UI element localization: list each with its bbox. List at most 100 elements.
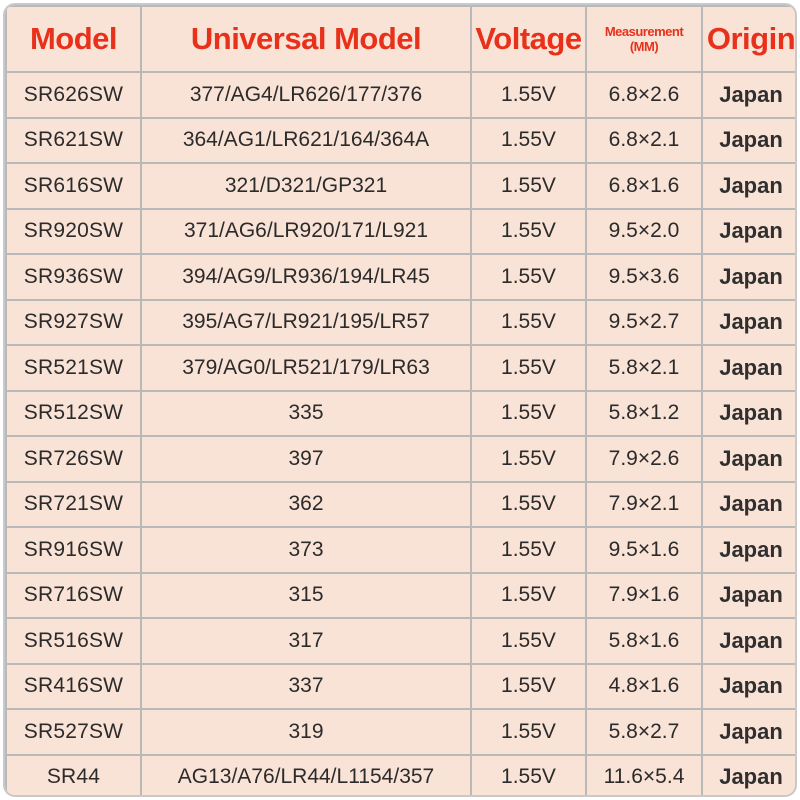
universal-model-cell: 317 xyxy=(140,617,472,665)
universal-model-cell: 395/AG7/LR921/195/LR57 xyxy=(140,298,472,346)
universal-model-cell: AG13/A76/LR44/L1154/357 xyxy=(140,753,472,795)
measurement-cell: 9.5×2.0 xyxy=(585,207,703,255)
measurement-cell: 7.9×2.6 xyxy=(585,435,703,483)
universal-model-cell: 394/AG9/LR936/194/LR45 xyxy=(140,253,472,301)
measurement-cell: 5.8×2.1 xyxy=(585,344,703,392)
model-cell: SR512SW xyxy=(5,389,142,437)
voltage-cell: 1.55V xyxy=(470,389,587,437)
universal-model-cell: 337 xyxy=(140,662,472,710)
table-row: SR527SW 319 1.55V 5.8×2.7 Japan xyxy=(5,708,795,756)
table-row: SR936SW 394/AG9/LR936/194/LR45 1.55V 9.5×3.… xyxy=(5,253,795,301)
voltage-cell: 1.55V xyxy=(470,298,587,346)
table-row: SR927SW 395/AG7/LR921/195/LR57 1.55V 9.5×2.… xyxy=(5,298,795,346)
universal-model-cell: 319 xyxy=(140,708,472,756)
measurement-cell: 7.9×2.1 xyxy=(585,480,703,528)
table-row: SR616SW 321/D321/GP321 1.55V 6.8×1.6 Japan xyxy=(5,162,795,210)
measurement-cell: 4.8×1.6 xyxy=(585,662,703,710)
voltage-cell: 1.55V xyxy=(470,116,587,164)
voltage-cell: 1.55V xyxy=(470,708,587,756)
measurement-cell: 6.8×2.6 xyxy=(585,71,703,119)
model-cell: SR44 xyxy=(5,753,142,795)
universal-model-cell: 377/AG4/LR626/177/376 xyxy=(140,71,472,119)
origin-cell: Japan xyxy=(701,617,795,665)
origin-cell: Japan xyxy=(701,571,795,619)
universal-model-cell: 335 xyxy=(140,389,472,437)
voltage-cell: 1.55V xyxy=(470,71,587,119)
table-row: SR516SW 317 1.55V 5.8×1.6 Japan xyxy=(5,617,795,665)
voltage-cell: 1.55V xyxy=(470,435,587,483)
model-cell: SR527SW xyxy=(5,708,142,756)
universal-model-cell: 321/D321/GP321 xyxy=(140,162,472,210)
voltage-cell: 1.55V xyxy=(470,480,587,528)
model-cell: SR626SW xyxy=(5,71,142,119)
voltage-cell: 1.55V xyxy=(470,344,587,392)
origin-cell: Japan xyxy=(701,662,795,710)
table-row: SR626SW 377/AG4/LR626/177/376 1.55V 6.8×2.6… xyxy=(5,71,795,119)
origin-cell: Japan xyxy=(701,162,795,210)
header-origin: Origin xyxy=(701,5,795,73)
model-cell: SR927SW xyxy=(5,298,142,346)
measurement-cell: 5.8×2.7 xyxy=(585,708,703,756)
voltage-cell: 1.55V xyxy=(470,662,587,710)
model-cell: SR936SW xyxy=(5,253,142,301)
universal-model-cell: 362 xyxy=(140,480,472,528)
measurement-cell: 7.9×1.6 xyxy=(585,571,703,619)
model-cell: SR521SW xyxy=(5,344,142,392)
universal-model-cell: 373 xyxy=(140,526,472,574)
model-cell: SR616SW xyxy=(5,162,142,210)
origin-cell: Japan xyxy=(701,71,795,119)
table-row: SR512SW 335 1.55V 5.8×1.2 Japan xyxy=(5,389,795,437)
voltage-cell: 1.55V xyxy=(470,571,587,619)
measurement-cell: 5.8×1.2 xyxy=(585,389,703,437)
voltage-cell: 1.55V xyxy=(470,253,587,301)
battery-spec-table: Model Universal Model Voltage Measuremen… xyxy=(5,5,795,795)
table-row: SR521SW 379/AG0/LR521/179/LR63 1.55V 5.8×2.… xyxy=(5,344,795,392)
universal-model-cell: 315 xyxy=(140,571,472,619)
universal-model-cell: 371/AG6/LR920/171/L921 xyxy=(140,207,472,255)
model-cell: SR416SW xyxy=(5,662,142,710)
origin-cell: Japan xyxy=(701,344,795,392)
voltage-cell: 1.55V xyxy=(470,617,587,665)
table-row: SR916SW 373 1.55V 9.5×1.6 Japan xyxy=(5,526,795,574)
table-row: SR726SW 397 1.55V 7.9×2.6 Japan xyxy=(5,435,795,483)
origin-cell: Japan xyxy=(701,207,795,255)
origin-cell: Japan xyxy=(701,708,795,756)
universal-model-cell: 379/AG0/LR521/179/LR63 xyxy=(140,344,472,392)
measurement-cell: 9.5×3.6 xyxy=(585,253,703,301)
model-cell: SR716SW xyxy=(5,571,142,619)
table-row: SR716SW 315 1.55V 7.9×1.6 Japan xyxy=(5,571,795,619)
measurement-cell: 6.8×1.6 xyxy=(585,162,703,210)
model-cell: SR721SW xyxy=(5,480,142,528)
header-measurement-unit: (MM) xyxy=(629,39,659,54)
measurement-cell: 5.8×1.6 xyxy=(585,617,703,665)
origin-cell: Japan xyxy=(701,116,795,164)
model-cell: SR920SW xyxy=(5,207,142,255)
origin-cell: Japan xyxy=(701,435,795,483)
measurement-cell: 9.5×1.6 xyxy=(585,526,703,574)
table-body: SR626SW 377/AG4/LR626/177/376 1.55V 6.8×2.6… xyxy=(5,71,795,795)
origin-cell: Japan xyxy=(701,753,795,795)
origin-cell: Japan xyxy=(701,526,795,574)
table-row: SR721SW 362 1.55V 7.9×2.1 Japan xyxy=(5,480,795,528)
model-cell: SR621SW xyxy=(5,116,142,164)
measurement-cell: 11.6×5.4 xyxy=(585,753,703,795)
header-universal-model: Universal Model xyxy=(140,5,472,73)
model-cell: SR916SW xyxy=(5,526,142,574)
table-row: SR920SW 371/AG6/LR920/171/L921 1.55V 9.5×2.… xyxy=(5,207,795,255)
table-row: SR621SW 364/AG1/LR621/164/364A 1.55V 6.8×2.… xyxy=(5,116,795,164)
universal-model-cell: 397 xyxy=(140,435,472,483)
table-row: SR416SW 337 1.55V 4.8×1.6 Japan xyxy=(5,662,795,710)
origin-cell: Japan xyxy=(701,253,795,301)
origin-cell: Japan xyxy=(701,480,795,528)
table-row: SR44 AG13/A76/LR44/L1154/357 1.55V 11.6×5.4… xyxy=(5,753,795,795)
header-measurement: Measurement (MM) xyxy=(585,5,703,73)
universal-model-cell: 364/AG1/LR621/164/364A xyxy=(140,116,472,164)
model-cell: SR516SW xyxy=(5,617,142,665)
voltage-cell: 1.55V xyxy=(470,753,587,795)
battery-spec-table-frame: Model Universal Model Voltage Measuremen… xyxy=(3,3,797,797)
measurement-cell: 6.8×2.1 xyxy=(585,116,703,164)
header-voltage: Voltage xyxy=(470,5,587,73)
origin-cell: Japan xyxy=(701,298,795,346)
table-header-row: Model Universal Model Voltage Measuremen… xyxy=(5,5,795,73)
voltage-cell: 1.55V xyxy=(470,207,587,255)
